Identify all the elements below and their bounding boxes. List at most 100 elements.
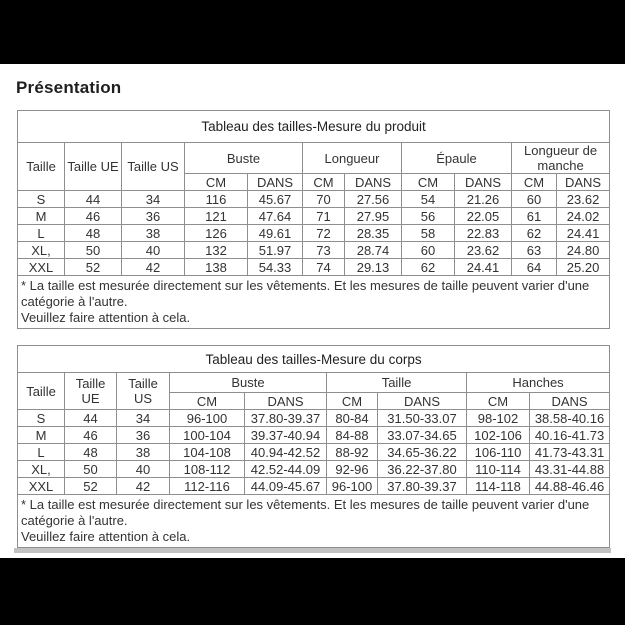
value-cell: 43.31-44.88 xyxy=(528,460,611,478)
value-cell: 37.80-39.37 xyxy=(244,409,327,427)
unit-cm: CM xyxy=(401,173,455,191)
value-cell: 28.35 xyxy=(344,224,402,242)
unit-cm: CM xyxy=(302,173,345,191)
product-description-panel: Présentation Tableau des tailles-Mesure … xyxy=(0,64,625,558)
value-cell: 36 xyxy=(116,426,170,444)
value-cell: 126 xyxy=(184,224,248,242)
value-cell: 27.95 xyxy=(344,207,402,225)
value-cell: 96-100 xyxy=(326,477,378,495)
table-title-row: Tableau des tailles-Mesure du corps xyxy=(16,345,611,373)
unit-cm: CM xyxy=(511,173,557,191)
value-cell: 42 xyxy=(116,477,170,495)
value-cell: 116 xyxy=(184,190,248,208)
table-row: XXL 52 42 138 54.33 74 29.13 62 24.41 64 25.20 xyxy=(17,258,611,276)
value-cell: 88-92 xyxy=(326,443,378,461)
size-cell: XXL xyxy=(17,258,65,276)
table-footnote-row: * La taille est mesurée directement sur … xyxy=(16,494,611,548)
column-header-size: Taille xyxy=(17,372,65,410)
table-title: Tableau des tailles-Mesure du produit xyxy=(16,110,611,143)
value-cell: 60 xyxy=(401,241,455,259)
size-cell: S xyxy=(17,190,65,208)
column-group-waist: Taille xyxy=(326,372,467,393)
value-cell: 22.05 xyxy=(454,207,512,225)
table-units-row: CM DANS CM DANS CM DANS CM DANS xyxy=(18,173,611,191)
value-cell: 40 xyxy=(121,241,185,259)
value-cell: 62 xyxy=(511,224,557,242)
unit-in: DANS xyxy=(528,392,611,410)
value-cell: 29.13 xyxy=(344,258,402,276)
column-group-hips: Hanches xyxy=(465,372,611,393)
value-cell: 34.65-36.22 xyxy=(377,443,467,461)
value-cell: 50 xyxy=(64,241,122,259)
value-cell: 38 xyxy=(116,443,170,461)
value-cell: 23.62 xyxy=(454,241,512,259)
column-header-us: Taille US xyxy=(116,372,170,410)
column-group-bust: Buste xyxy=(169,372,327,393)
unit-in: DANS xyxy=(454,173,512,191)
value-cell: 110-114 xyxy=(466,460,530,478)
value-cell: 22.83 xyxy=(454,224,512,242)
size-cell: XXL xyxy=(17,477,65,495)
value-cell: 62 xyxy=(401,258,455,276)
value-cell: 39.37-40.94 xyxy=(244,426,327,444)
horizontal-scrollbar[interactable] xyxy=(14,548,611,553)
table-row: XL, 50 40 132 51.97 73 28.74 60 23.62 63 24.80 xyxy=(17,241,611,259)
column-group-shoulder: Épaule xyxy=(401,142,512,174)
value-cell: 33.07-34.65 xyxy=(377,426,467,444)
unit-in: DANS xyxy=(244,392,327,410)
value-cell: 71 xyxy=(302,207,345,225)
column-group-sleeve: Longueur de manche xyxy=(510,142,611,174)
value-cell: 44 xyxy=(64,409,117,427)
value-cell: 98-102 xyxy=(466,409,530,427)
value-cell: 42 xyxy=(121,258,185,276)
page-title: Présentation xyxy=(16,78,122,97)
unit-in: DANS xyxy=(377,392,467,410)
value-cell: 100-104 xyxy=(169,426,245,444)
value-cell: 104-108 xyxy=(169,443,245,461)
value-cell: 23.62 xyxy=(555,190,611,208)
size-cell: XL, xyxy=(17,241,65,259)
footnote-line: * La taille est mesurée directement sur … xyxy=(21,278,590,309)
value-cell: 52 xyxy=(64,477,117,495)
value-cell: 108-112 xyxy=(169,460,245,478)
size-cell: S xyxy=(17,409,65,427)
table-title: Tableau des tailles-Mesure du corps xyxy=(16,345,611,373)
value-cell: 138 xyxy=(184,258,248,276)
value-cell: 34 xyxy=(116,409,170,427)
table-header-row: Taille Taille UE Taille US Buste Taille … xyxy=(17,372,611,410)
footnote-line: * La taille est mesurée directement sur … xyxy=(21,497,590,528)
unit-in: DANS xyxy=(344,173,402,191)
table-footnote: * La taille est mesurée directement sur … xyxy=(16,494,611,548)
value-cell: 96-100 xyxy=(169,409,245,427)
value-cell: 132 xyxy=(184,241,248,259)
table-row: XXL 52 42 112-116 44.09-45.67 96-100 37.80-39.… xyxy=(17,477,611,495)
value-cell: 21.26 xyxy=(454,190,512,208)
value-cell: 44.88-46.46 xyxy=(528,477,611,495)
value-cell: 112-116 xyxy=(169,477,245,495)
value-cell: 73 xyxy=(302,241,345,259)
footnote-line: Veuillez faire attention à cela. xyxy=(21,310,191,325)
table-header-row: Taille Taille UE Taille US Buste Longueu… xyxy=(17,142,611,191)
unit-cm: CM xyxy=(169,392,245,410)
column-group-length: Longueur xyxy=(302,142,402,174)
column-header-eu: Taille UE xyxy=(64,372,117,410)
value-cell: 37.80-39.37 xyxy=(377,477,467,495)
bottom-letterbox-bar xyxy=(0,558,625,625)
value-cell: 28.74 xyxy=(344,241,402,259)
unit-in: DANS xyxy=(247,173,303,191)
value-cell: 84-88 xyxy=(326,426,378,444)
value-cell: 31.50-33.07 xyxy=(377,409,467,427)
table-row: M 46 36 100-104 39.37-40.94 84-88 33.07-34.65 1… xyxy=(17,426,611,444)
column-header-eu: Taille UE xyxy=(64,142,122,191)
column-group-bust: Buste xyxy=(184,142,303,174)
value-cell: 106-110 xyxy=(466,443,530,461)
body-size-table: Tableau des tailles-Mesure du corps Tail… xyxy=(16,345,611,548)
size-cell: L xyxy=(17,224,65,242)
value-cell: 36.22-37.80 xyxy=(377,460,467,478)
value-cell: 44.09-45.67 xyxy=(244,477,327,495)
value-cell: 54 xyxy=(401,190,455,208)
value-cell: 61 xyxy=(511,207,557,225)
table-units-row: CM DANS CM DANS CM DANS xyxy=(18,392,611,410)
value-cell: 74 xyxy=(302,258,345,276)
